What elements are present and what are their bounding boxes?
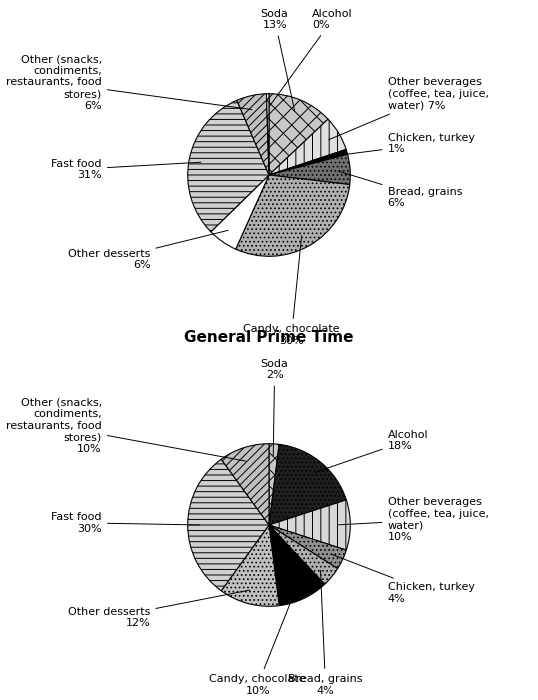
Text: Chicken, turkey
4%: Chicken, turkey 4% <box>332 554 475 603</box>
Text: Alcohol
0%: Alcohol 0% <box>270 9 352 106</box>
Wedge shape <box>221 525 279 606</box>
Wedge shape <box>269 149 348 175</box>
Wedge shape <box>237 94 269 175</box>
Text: Other beverages
(coffee, tea, juice,
water) 7%: Other beverages (coffee, tea, juice, wat… <box>329 77 489 140</box>
Text: Other desserts
12%: Other desserts 12% <box>68 590 250 629</box>
Wedge shape <box>269 444 279 525</box>
Text: Candy, chocolate
10%: Candy, chocolate 10% <box>209 588 306 696</box>
Wedge shape <box>211 175 269 249</box>
Wedge shape <box>269 525 346 568</box>
Text: Candy, chocolate
30%: Candy, chocolate 30% <box>243 236 340 346</box>
Text: Alcohol
18%: Alcohol 18% <box>314 430 428 473</box>
Wedge shape <box>236 175 350 256</box>
Text: Bread, grains
4%: Bread, grains 4% <box>288 570 363 696</box>
Text: Other (snacks,
condiments,
restaurants, food
stores)
10%: Other (snacks, condiments, restaurants, … <box>6 398 246 461</box>
Wedge shape <box>269 154 350 185</box>
Text: Soda
13%: Soda 13% <box>261 9 295 111</box>
Text: Other (snacks,
condiments,
restaurants, food
stores)
6%: Other (snacks, condiments, restaurants, … <box>6 54 252 111</box>
Wedge shape <box>269 525 324 606</box>
Wedge shape <box>269 444 346 525</box>
Wedge shape <box>221 444 269 525</box>
Wedge shape <box>269 119 346 175</box>
Text: Other desserts
6%: Other desserts 6% <box>68 230 228 270</box>
Wedge shape <box>269 94 328 175</box>
Wedge shape <box>188 459 269 591</box>
Text: Fast food
31%: Fast food 31% <box>52 159 201 180</box>
Title: General Prime Time: General Prime Time <box>184 330 354 344</box>
Text: Bread, grains
6%: Bread, grains 6% <box>338 171 462 209</box>
Text: Fast food
30%: Fast food 30% <box>52 512 200 533</box>
Wedge shape <box>269 525 338 584</box>
Text: Soda
2%: Soda 2% <box>261 359 288 456</box>
Text: Chicken, turkey
1%: Chicken, turkey 1% <box>336 132 475 155</box>
Wedge shape <box>188 100 269 232</box>
Wedge shape <box>266 94 269 175</box>
Wedge shape <box>269 500 350 550</box>
Text: Other beverages
(coffee, tea, juice,
water)
10%: Other beverages (coffee, tea, juice, wat… <box>338 497 489 542</box>
